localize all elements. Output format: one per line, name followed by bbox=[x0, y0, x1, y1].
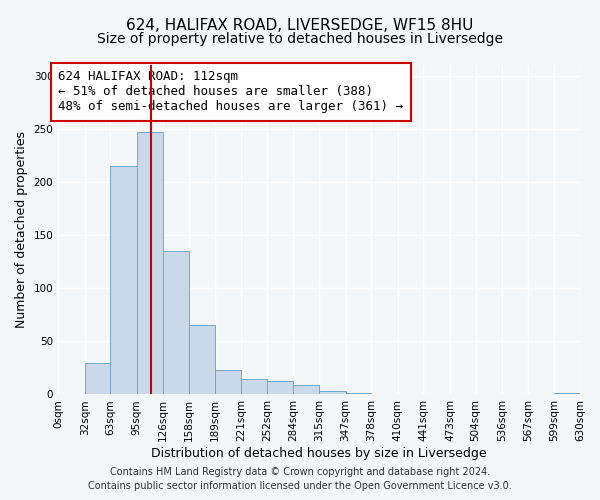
Bar bbox=[267, 380, 293, 394]
Bar bbox=[189, 326, 215, 394]
Text: 624 HALIFAX ROAD: 112sqm
← 51% of detached houses are smaller (388)
48% of semi-: 624 HALIFAX ROAD: 112sqm ← 51% of detach… bbox=[58, 70, 403, 114]
Bar bbox=[163, 251, 189, 394]
Bar bbox=[241, 378, 267, 394]
Bar bbox=[319, 392, 346, 394]
Bar bbox=[215, 370, 241, 394]
Bar bbox=[85, 362, 110, 394]
Text: Size of property relative to detached houses in Liversedge: Size of property relative to detached ho… bbox=[97, 32, 503, 46]
Bar bbox=[137, 132, 163, 394]
Bar bbox=[293, 385, 319, 394]
Text: Contains HM Land Registry data © Crown copyright and database right 2024.
Contai: Contains HM Land Registry data © Crown c… bbox=[88, 467, 512, 491]
Y-axis label: Number of detached properties: Number of detached properties bbox=[15, 131, 28, 328]
Bar bbox=[110, 166, 137, 394]
X-axis label: Distribution of detached houses by size in Liversedge: Distribution of detached houses by size … bbox=[151, 447, 487, 460]
Text: 624, HALIFAX ROAD, LIVERSEDGE, WF15 8HU: 624, HALIFAX ROAD, LIVERSEDGE, WF15 8HU bbox=[127, 18, 473, 32]
